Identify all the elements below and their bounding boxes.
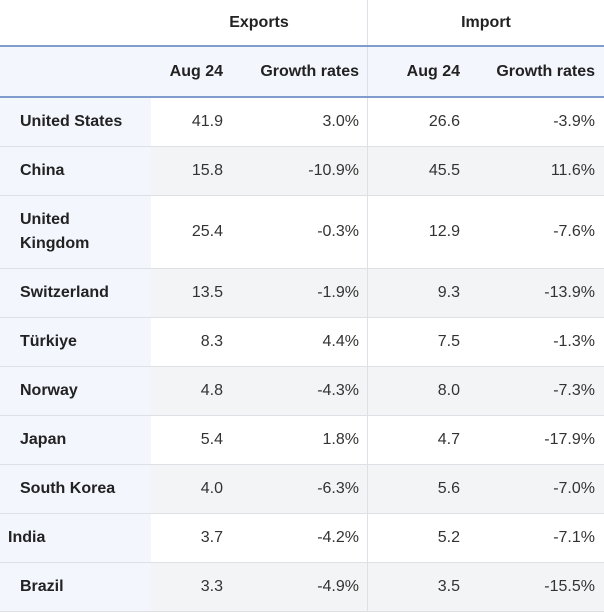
country-cell: Japan (0, 416, 151, 464)
exports-value-cell: 5.4 (200, 431, 223, 448)
header-exports-aug24: Aug 24 (169, 62, 223, 80)
exports-value-cell: 4.0 (151, 465, 231, 513)
import-growth-cell: 11.6% (468, 147, 604, 195)
import-value-cell: 8.0 (368, 367, 468, 415)
exports-growth-cell: 4.4% (231, 318, 368, 366)
table-row: Japan 5.4 1.8% 4.7 -17.9% (0, 416, 604, 465)
import-growth-cell: -1.3% (553, 333, 595, 350)
header-blank (0, 0, 151, 45)
table-row: United Kingdom 25.4 -0.3% 12.9 -7.6% (0, 196, 604, 269)
table-row: United States 41.9 3.0% 26.6 -3.9% (0, 98, 604, 147)
import-value-cell: 4.7 (437, 431, 460, 448)
table-row: Norway 4.8 -4.3% 8.0 -7.3% (0, 367, 604, 416)
import-growth-cell: -3.9% (553, 113, 595, 130)
table-row: China 15.8 -10.9% 45.5 11.6% (0, 147, 604, 196)
header-country (0, 47, 151, 96)
import-value-cell: 3.5 (368, 563, 468, 611)
country-cell: United Kingdom (0, 196, 151, 268)
exports-value-cell: 15.8 (151, 147, 231, 195)
import-value-cell: 26.6 (428, 113, 460, 130)
exports-value-cell: 3.7 (200, 529, 223, 546)
table-row: India 3.7 -4.2% 5.2 -7.1% (0, 514, 604, 563)
exports-value-cell: 41.9 (191, 113, 223, 130)
country-cell: Brazil (0, 563, 151, 611)
exports-growth-cell: 3.0% (231, 98, 368, 146)
column-group-header: Exports Import (0, 0, 604, 47)
import-value-cell: 12.9 (428, 223, 460, 240)
import-group-header: Import (461, 13, 511, 31)
exports-group-header: Exports (151, 0, 368, 45)
exports-value-cell: 13.5 (151, 269, 231, 317)
country-cell: Switzerland (0, 269, 151, 317)
import-value-cell: 5.6 (368, 465, 468, 513)
exports-growth-cell: -0.3% (231, 196, 368, 268)
table-row: Switzerland 13.5 -1.9% 9.3 -13.9% (0, 269, 604, 318)
import-growth-cell: -13.9% (468, 269, 604, 317)
country-cell: Norway (0, 367, 151, 415)
header-import-aug24: Aug 24 (406, 62, 460, 80)
table-row: South Korea 4.0 -6.3% 5.6 -7.0% (0, 465, 604, 514)
column-header: Aug 24 Growth rates Aug 24 Growth rates (0, 47, 604, 98)
import-growth-cell: -15.5% (468, 563, 604, 611)
country-cell: China (0, 147, 151, 195)
import-value-cell: 45.5 (368, 147, 468, 195)
exports-growth-cell: -4.3% (231, 367, 368, 415)
import-growth-cell: -7.0% (468, 465, 604, 513)
import-value-cell: 9.3 (368, 269, 468, 317)
exports-growth-cell: -6.3% (231, 465, 368, 513)
import-growth-cell: -7.1% (553, 529, 595, 546)
exports-growth-cell: 1.8% (231, 416, 368, 464)
header-import-growth: Growth rates (496, 62, 595, 80)
exports-growth-cell: -10.9% (231, 147, 368, 195)
country-cell: Türkiye (0, 318, 151, 366)
exports-value-cell: 3.3 (151, 563, 231, 611)
header-exports-growth: Growth rates (231, 47, 368, 96)
exports-value-cell: 4.8 (151, 367, 231, 415)
import-growth-cell: -7.6% (553, 223, 595, 240)
import-growth-cell: -17.9% (544, 431, 595, 448)
country-cell: India (0, 514, 151, 562)
import-value-cell: 5.2 (437, 529, 460, 546)
import-value-cell: 7.5 (437, 333, 460, 350)
exports-growth-cell: -1.9% (231, 269, 368, 317)
exports-value-cell: 8.3 (200, 333, 223, 350)
exports-value-cell: 25.4 (191, 223, 223, 240)
exports-growth-cell: -4.9% (231, 563, 368, 611)
exports-growth-cell: -4.2% (231, 514, 368, 562)
country-cell: United States (0, 98, 151, 146)
table-row: Brazil 3.3 -4.9% 3.5 -15.5% (0, 563, 604, 612)
import-growth-cell: -7.3% (468, 367, 604, 415)
table-row: Türkiye 8.3 4.4% 7.5 -1.3% (0, 318, 604, 367)
country-cell: South Korea (0, 465, 151, 513)
